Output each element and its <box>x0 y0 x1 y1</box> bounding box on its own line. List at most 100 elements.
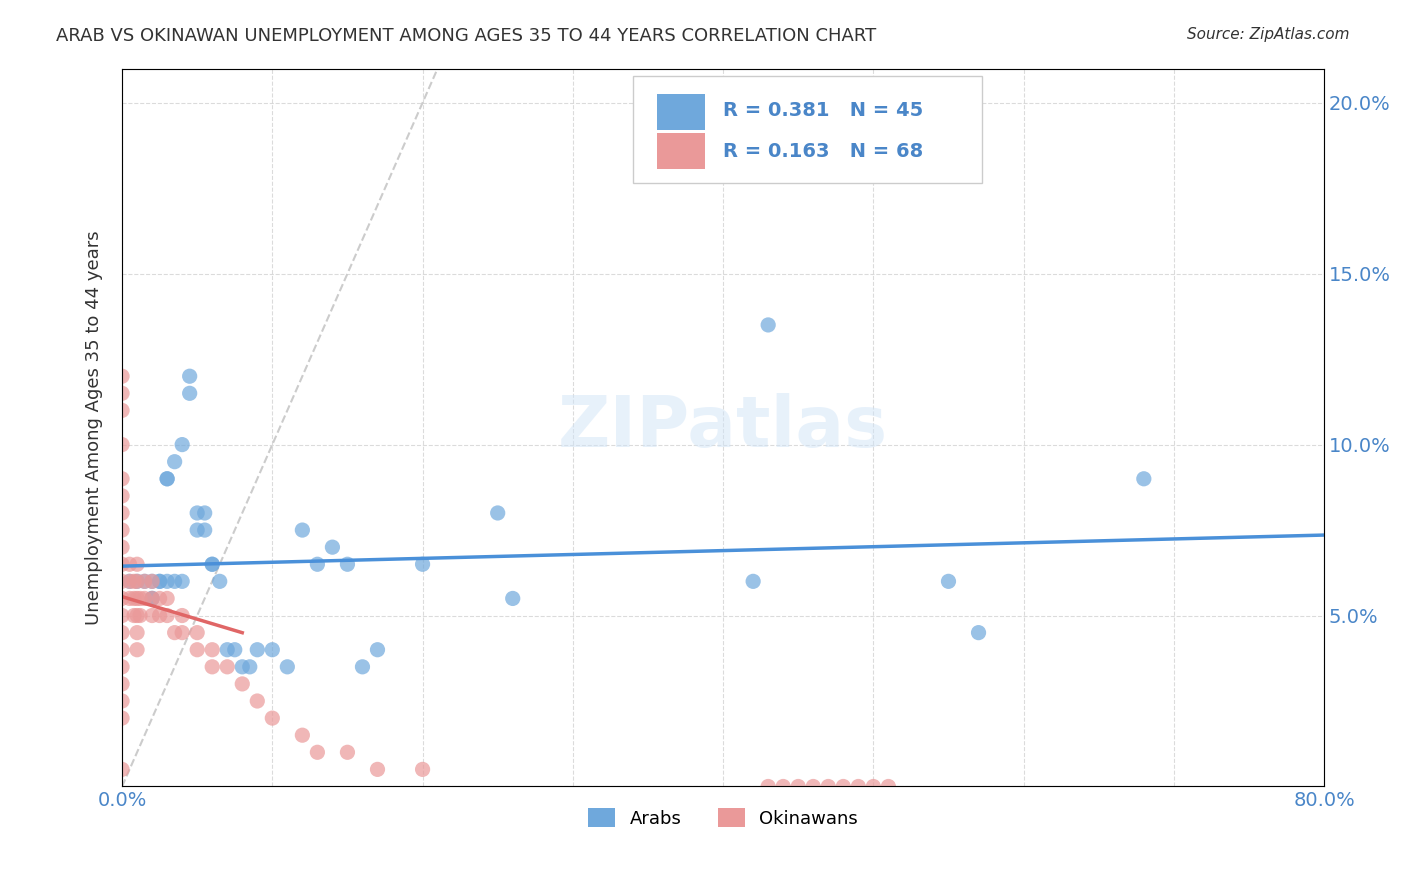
Okinawans <box>156 591 179 606</box>
Arabs <box>246 642 269 657</box>
Arabs <box>366 642 388 657</box>
Okinawans <box>412 763 434 777</box>
Okinawans <box>118 574 141 589</box>
Arabs <box>502 591 524 606</box>
Okinawans <box>186 625 208 640</box>
Arabs <box>179 369 201 384</box>
Arabs <box>156 574 179 589</box>
Legend: Arabs, Okinawans: Arabs, Okinawans <box>581 801 865 835</box>
Okinawans <box>877 780 900 794</box>
Arabs <box>172 437 194 451</box>
Okinawans <box>756 780 779 794</box>
Arabs <box>1133 472 1156 486</box>
Arabs <box>186 506 208 520</box>
Arabs <box>186 523 208 537</box>
Okinawans <box>118 558 141 572</box>
Arabs <box>291 523 314 537</box>
Text: R = 0.381   N = 45: R = 0.381 N = 45 <box>723 101 924 120</box>
Okinawans <box>186 642 208 657</box>
Text: Source: ZipAtlas.com: Source: ZipAtlas.com <box>1187 27 1350 42</box>
Okinawans <box>111 711 134 725</box>
Okinawans <box>163 625 186 640</box>
FancyBboxPatch shape <box>633 76 981 184</box>
Arabs <box>134 574 156 589</box>
Okinawans <box>111 506 134 520</box>
Okinawans <box>772 780 794 794</box>
Arabs <box>321 540 343 554</box>
Okinawans <box>129 608 152 623</box>
Okinawans <box>231 677 253 691</box>
Okinawans <box>111 472 134 486</box>
Okinawans <box>111 523 134 537</box>
Okinawans <box>125 625 148 640</box>
Okinawans <box>125 591 148 606</box>
Okinawans <box>156 608 179 623</box>
Arabs <box>125 574 148 589</box>
Okinawans <box>125 558 148 572</box>
Okinawans <box>246 694 269 708</box>
Arabs <box>172 574 194 589</box>
Okinawans <box>846 780 869 794</box>
Okinawans <box>111 677 134 691</box>
Arabs <box>149 574 172 589</box>
Arabs <box>141 591 163 606</box>
Arabs <box>217 642 239 657</box>
Okinawans <box>111 540 134 554</box>
Okinawans <box>262 711 284 725</box>
Arabs <box>156 472 179 486</box>
Arabs <box>141 574 163 589</box>
Arabs <box>149 574 172 589</box>
Arabs <box>742 574 765 589</box>
Okinawans <box>201 660 224 674</box>
Arabs <box>201 558 224 572</box>
Okinawans <box>801 780 824 794</box>
Arabs <box>307 558 329 572</box>
Okinawans <box>125 642 148 657</box>
Okinawans <box>149 608 172 623</box>
Arabs <box>194 506 217 520</box>
Okinawans <box>787 780 810 794</box>
Okinawans <box>111 608 134 623</box>
Okinawans <box>134 574 156 589</box>
Arabs <box>208 574 231 589</box>
Okinawans <box>307 745 329 759</box>
Okinawans <box>111 642 134 657</box>
Text: R = 0.163   N = 68: R = 0.163 N = 68 <box>723 142 924 161</box>
Okinawans <box>111 369 134 384</box>
FancyBboxPatch shape <box>657 133 704 169</box>
Okinawans <box>141 574 163 589</box>
Okinawans <box>201 642 224 657</box>
Okinawans <box>111 558 134 572</box>
Arabs <box>486 506 509 520</box>
Okinawans <box>111 437 134 451</box>
Text: ARAB VS OKINAWAN UNEMPLOYMENT AMONG AGES 35 TO 44 YEARS CORRELATION CHART: ARAB VS OKINAWAN UNEMPLOYMENT AMONG AGES… <box>56 27 876 45</box>
Okinawans <box>336 745 359 759</box>
FancyBboxPatch shape <box>657 94 704 129</box>
Okinawans <box>862 780 884 794</box>
Okinawans <box>111 763 134 777</box>
Okinawans <box>111 386 134 401</box>
Okinawans <box>832 780 855 794</box>
Arabs <box>412 558 434 572</box>
Y-axis label: Unemployment Among Ages 35 to 44 years: Unemployment Among Ages 35 to 44 years <box>86 230 103 624</box>
Okinawans <box>141 608 163 623</box>
Arabs <box>336 558 359 572</box>
Okinawans <box>172 625 194 640</box>
Arabs <box>201 558 224 572</box>
Okinawans <box>111 625 134 640</box>
Arabs <box>118 574 141 589</box>
Okinawans <box>129 591 152 606</box>
Arabs <box>179 386 201 401</box>
Okinawans <box>149 591 172 606</box>
Okinawans <box>122 591 145 606</box>
Okinawans <box>111 574 134 589</box>
Arabs <box>276 660 298 674</box>
Arabs <box>231 660 253 674</box>
Text: ZIPatlas: ZIPatlas <box>558 393 889 462</box>
Okinawans <box>134 591 156 606</box>
Okinawans <box>111 489 134 503</box>
Okinawans <box>366 763 388 777</box>
Arabs <box>262 642 284 657</box>
Okinawans <box>111 591 134 606</box>
Okinawans <box>122 608 145 623</box>
